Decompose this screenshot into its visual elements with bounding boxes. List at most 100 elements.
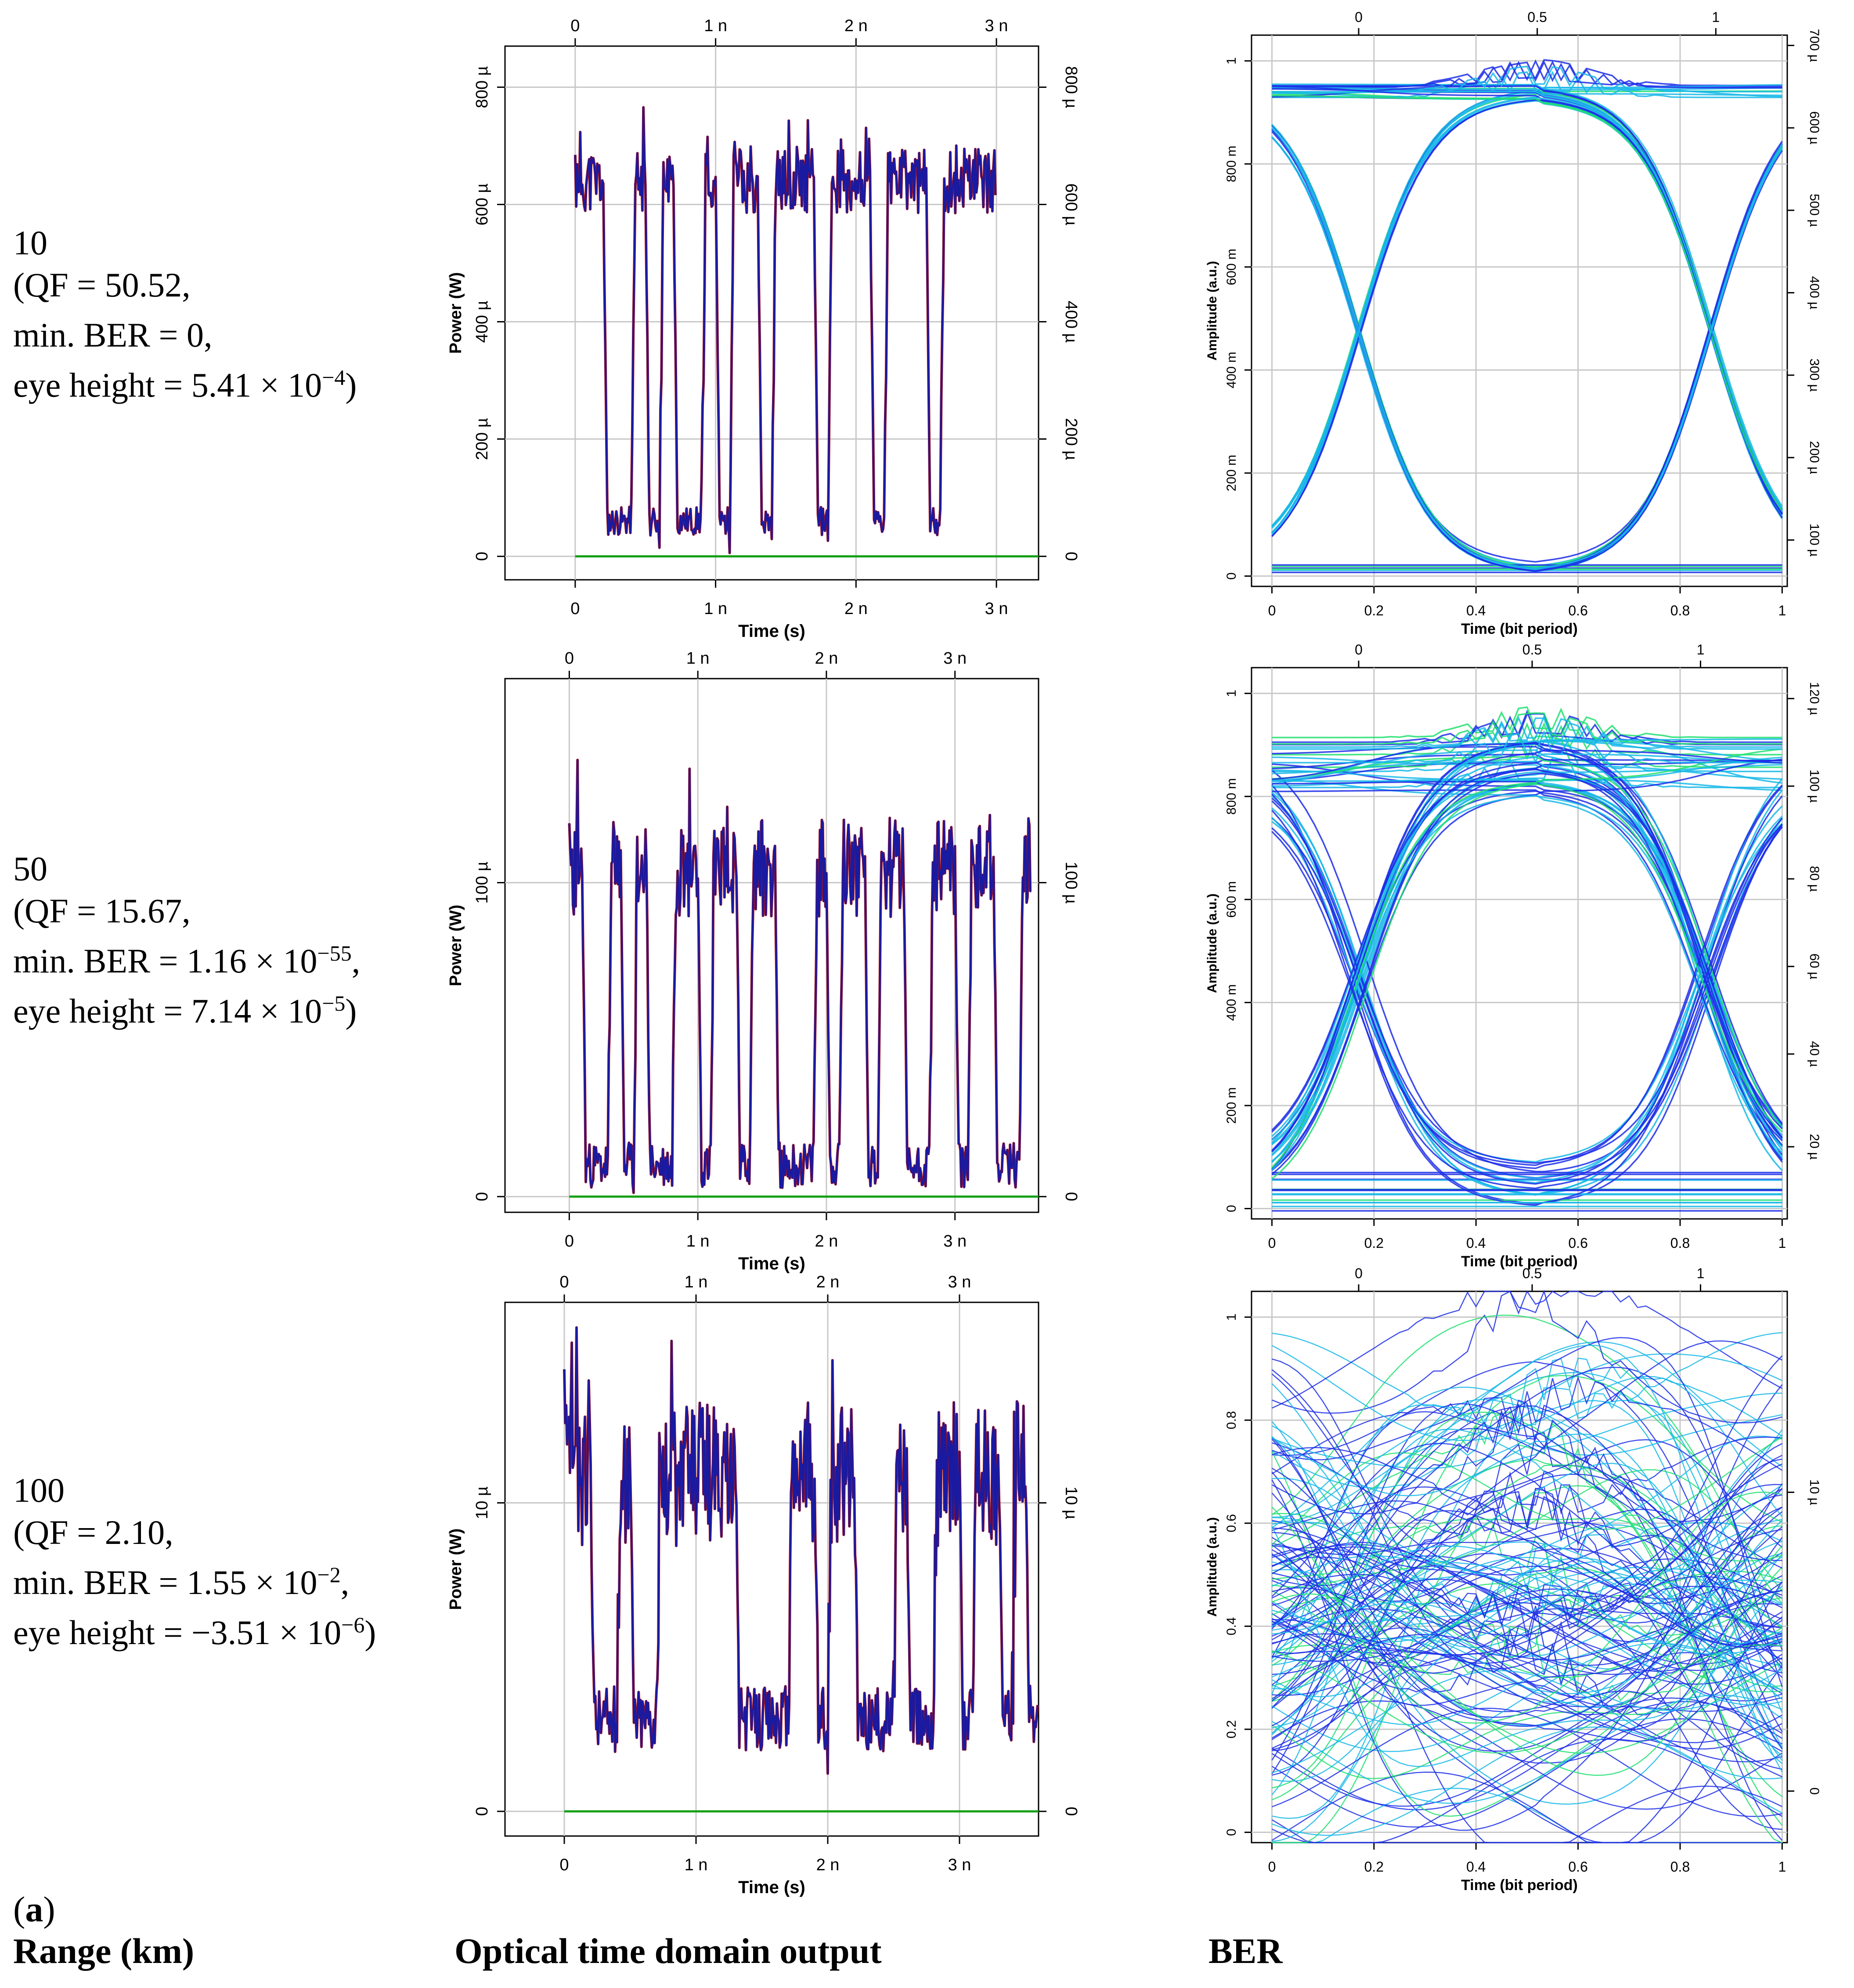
range-value: 100	[13, 1471, 65, 1509]
x-tick-label: 0.8	[1670, 1859, 1690, 1875]
x-axis-label: Time (s)	[738, 1254, 805, 1273]
eye-trace	[1272, 1400, 1783, 1674]
eye-trace	[1272, 1484, 1782, 1655]
x-tick-label: 0.8	[1670, 603, 1690, 618]
x-tick-label: 0.6	[1568, 1859, 1587, 1875]
eye-trace	[1271, 1771, 1782, 1843]
eye-trace	[1271, 1375, 1783, 1514]
y-tick-label: 0	[1224, 1205, 1239, 1212]
plot-frame	[504, 678, 1039, 1213]
x-tick-label: 0	[1268, 603, 1276, 618]
time-domain-plot-100km: 0 0 1 n 1 n 2 n 2 n 3 n 3 n 0 0 10 µ 10 µ Time (s) Po…	[447, 1273, 1080, 1897]
eye-trace	[1271, 824, 1783, 1189]
x-tick-label: 3 n	[985, 600, 1008, 618]
eye-trace	[1272, 746, 1783, 1124]
eye-trace	[1272, 1500, 1782, 1770]
right-tick-label: 20 µ	[1807, 1134, 1822, 1160]
right-tick-label: 10 µ	[1807, 1479, 1822, 1505]
column-header-range: Range (km)	[13, 1931, 195, 1971]
y-tick-label: 200 µ	[473, 418, 491, 460]
eye-trace	[1271, 1433, 1783, 1761]
eye-trace	[1272, 709, 1782, 743]
eye-trace	[1272, 1582, 1783, 1715]
eye-trace	[1272, 1361, 1783, 1732]
eye-height-value: eye height = −3.51 × 10−6)	[13, 1612, 376, 1652]
eye-diagram-10km: 0 0.2 0.4 0.6 0.8 1 0 200 m 400 m 600 m 800 m 1 0 0.5…	[1205, 9, 1822, 637]
eye-trace	[1272, 1375, 1782, 1789]
eye-trace	[1272, 1478, 1783, 1620]
y-tick-label: 800 m	[1224, 778, 1239, 815]
right-tick-label: 600 µ	[1807, 111, 1822, 145]
eye-trace	[1272, 1447, 1782, 1547]
y-tick-label: 800 m	[1224, 146, 1239, 182]
eye-trace	[1271, 1345, 1783, 1517]
row-label-100km: 100 (QF = 2.10, min. BER = 1.55 × 10−2, …	[13, 1469, 376, 1654]
eye-traces	[1271, 59, 1783, 573]
eye-trace	[1272, 1353, 1782, 1819]
x-tick-label: 2 n	[816, 1856, 840, 1874]
eye-trace	[1271, 1549, 1782, 1778]
x-tick-label: 1	[1778, 1859, 1786, 1875]
y-tick-label: 0	[473, 552, 491, 561]
column-header-optical: Optical time domain output	[454, 1931, 882, 1971]
x-tick-label: 0.4	[1466, 1859, 1486, 1875]
eye-trace	[1272, 1488, 1782, 1647]
y-tick-label: 0.8	[1224, 1411, 1239, 1429]
top-tick-label: 1	[1697, 642, 1705, 658]
top-tick-label: 0	[570, 17, 580, 35]
eye-trace	[1272, 717, 1782, 750]
y-tick-label: 800 µ	[473, 66, 491, 108]
eye-trace	[1272, 1532, 1782, 1661]
eye-diagram-50km: 0 0.2 0.4 0.6 0.8 1 0 200 m 400 m 600 m 800 m 1 0 0.5…	[1205, 642, 1822, 1270]
eye-trace	[1271, 1428, 1782, 1659]
eye-trace	[1271, 1366, 1783, 1699]
eye-diagram-100km: 0 0.2 0.4 0.6 0.8 1 0 0.2 0.4 0.6 0.8 1 0 0.5 1 0 10 µ Ti…	[1205, 1265, 1822, 1894]
min-ber-value: min. BER = 0,	[13, 316, 213, 354]
right-tick-label: 400 µ	[1062, 301, 1080, 343]
eye-trace	[1271, 1436, 1783, 1647]
eye-trace	[1272, 1464, 1783, 1843]
right-tick-label: 40 µ	[1807, 1041, 1822, 1067]
x-axis-label: Time (bit period)	[1461, 621, 1578, 637]
x-tick-label: 1 n	[704, 600, 727, 618]
eye-trace	[1272, 85, 1783, 514]
x-tick-label: 0.2	[1364, 1859, 1384, 1875]
y-axis-label: Power (W)	[447, 272, 465, 354]
eye-trace	[1272, 1463, 1783, 1772]
top-tick-label: 2 n	[844, 17, 868, 35]
top-tick-label: 0.5	[1522, 1265, 1542, 1281]
top-tick-label: 1 n	[686, 649, 710, 668]
eye-trace	[1272, 1337, 1783, 1687]
x-tick-label: 0.4	[1466, 1235, 1486, 1251]
eye-trace	[1271, 97, 1783, 535]
y-tick-label: 400 µ	[473, 300, 491, 343]
right-tick-label: 60 µ	[1807, 954, 1822, 980]
x-tick-label: 0.8	[1670, 1235, 1690, 1251]
panel-label: (a)	[13, 1889, 55, 1929]
eye-trace	[1272, 706, 1782, 738]
eye-trace	[1272, 1518, 1782, 1644]
eye-trace	[1271, 1403, 1782, 1761]
right-tick-label: 0	[1062, 1807, 1080, 1816]
x-tick-label: 0	[1268, 1859, 1276, 1875]
eye-trace	[1272, 1488, 1783, 1706]
top-tick-label: 1 n	[685, 1273, 708, 1291]
y-tick-label: 1	[1224, 690, 1239, 697]
y-tick-label: 1	[1224, 57, 1239, 65]
x-tick-label: 0	[1268, 1235, 1276, 1251]
y-tick-label: 0	[473, 1807, 491, 1816]
eye-trace	[1271, 1443, 1782, 1674]
eye-trace	[1271, 748, 1782, 1168]
eye-trace	[1271, 1357, 1783, 1489]
y-tick-label: 10 µ	[473, 1486, 491, 1519]
eye-trace	[1272, 1290, 1782, 1414]
eye-trace	[1271, 749, 1782, 1151]
row-label-50km: 50 (QF = 15.67, min. BER = 1.16 × 10−55,…	[13, 848, 360, 1032]
eye-trace	[1271, 1718, 1783, 1828]
x-tick-label: 2 n	[844, 600, 868, 618]
x-tick-label: 1 n	[685, 1856, 708, 1874]
signal-trace-blue	[568, 759, 1032, 1194]
x-tick-label: 2 n	[815, 1232, 838, 1251]
y-axis-label: Amplitude (a.u.)	[1205, 893, 1219, 993]
y-tick-label: 200 m	[1224, 1087, 1239, 1124]
